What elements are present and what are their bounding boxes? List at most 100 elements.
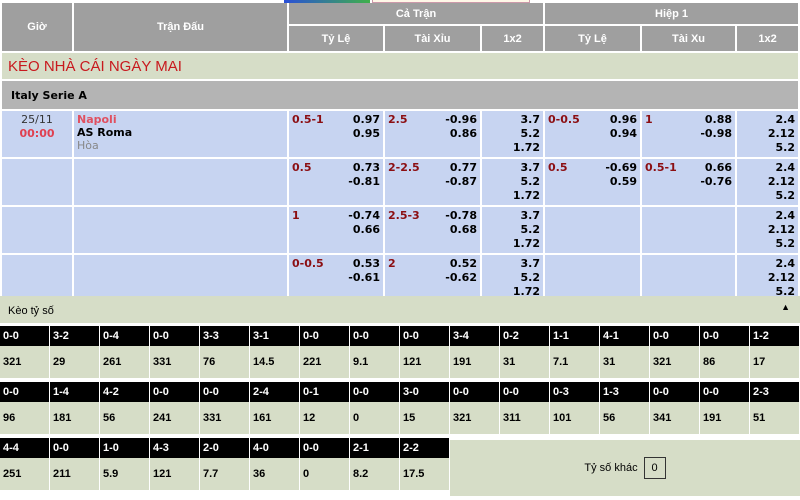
ft-1x2-cell[interactable]: 3.7 5.2 1.72 [482, 159, 544, 205]
ft-hdp-odds-away[interactable]: -0.61 [348, 271, 380, 284]
match-teams[interactable]: Napoli AS Roma Hòa [74, 111, 287, 157]
score-odds[interactable]: 191 [450, 346, 500, 378]
ht-1x2-cell[interactable]: 2.4 2.12 5.2 [737, 159, 799, 205]
ht-hdp-cell[interactable] [545, 255, 641, 301]
score-odds[interactable]: 121 [150, 458, 200, 490]
ht-hdp-odds-away[interactable]: 0.59 [609, 175, 638, 188]
ft-ou-odds-away[interactable]: 0.68 [449, 223, 477, 236]
ht-hdp-odds-home[interactable]: -0.69 [605, 161, 638, 174]
ft-hdp-cell[interactable]: 0.5-1 0.97 0.95 [289, 111, 383, 157]
score-odds[interactable]: 321 [650, 346, 700, 378]
score-odds[interactable]: 17 [750, 346, 800, 378]
score-odds[interactable]: 7.1 [550, 346, 600, 378]
score-odds[interactable]: 0 [350, 402, 400, 434]
ht-ou-cell[interactable] [642, 255, 736, 301]
ft-ou-odds-home[interactable]: 0.77 [449, 161, 477, 174]
triangle-up-icon[interactable]: ▲ [781, 302, 790, 312]
ft-1x2-cell[interactable]: 3.7 5.2 1.72 [482, 111, 544, 157]
ht-ou-odds-away[interactable]: -0.76 [700, 175, 733, 188]
ft-ou-cell[interactable]: 2.5-3 -0.78 0.68 [385, 207, 480, 253]
ft-ou-cell[interactable]: 2.5 -0.96 0.86 [385, 111, 480, 157]
score-odds[interactable]: 181 [50, 402, 100, 434]
score-odds[interactable]: 12 [300, 402, 350, 434]
score-odds[interactable]: 15 [400, 402, 450, 434]
ht-1x2-odds[interactable]: 2.12 [767, 223, 796, 236]
league-name[interactable]: Italy Serie A [2, 81, 799, 109]
score-odds[interactable]: 241 [150, 402, 200, 434]
ht-1x2-odds[interactable]: 5.2 [775, 285, 796, 298]
score-odds[interactable]: 191 [700, 402, 750, 434]
ht-1x2-odds[interactable]: 5.2 [775, 237, 796, 250]
ht-1x2-cell[interactable]: 2.4 2.12 5.2 [737, 111, 799, 157]
ft-1x2-cell[interactable]: 3.7 5.2 1.72 [482, 255, 544, 301]
score-odds[interactable]: 7.7 [200, 458, 250, 490]
ht-ou-odds-home[interactable]: 0.66 [704, 161, 733, 174]
score-odds[interactable]: 31 [600, 346, 650, 378]
score-odds[interactable]: 221 [300, 346, 350, 378]
ht-ou-odds-home[interactable]: 0.88 [704, 113, 733, 126]
ft-hdp-odds-away[interactable]: -0.81 [348, 175, 380, 188]
ft-1x2-odds[interactable]: 5.2 [520, 223, 541, 236]
score-odds[interactable]: 9.1 [350, 346, 400, 378]
ht-hdp-odds-away[interactable]: 0.94 [609, 127, 638, 140]
score-odds[interactable]: 121 [400, 346, 450, 378]
ht-1x2-odds[interactable]: 2.4 [775, 113, 796, 126]
ht-1x2-odds[interactable]: 5.2 [775, 189, 796, 202]
ft-1x2-odds[interactable]: 5.2 [520, 127, 541, 140]
score-odds[interactable]: 0 [300, 458, 350, 490]
ft-1x2-odds[interactable]: 1.72 [512, 237, 541, 250]
ft-ou-odds-away[interactable]: -0.62 [445, 271, 477, 284]
score-odds[interactable]: 161 [250, 402, 300, 434]
ft-ou-odds-home[interactable]: -0.96 [445, 113, 477, 126]
ft-hdp-cell[interactable]: 0.5 0.73 -0.81 [289, 159, 383, 205]
correct-score-header[interactable]: Kèo tỷ số ▲ [0, 296, 800, 323]
score-odds[interactable]: 321 [0, 346, 50, 378]
ft-ou-odds-away[interactable]: 0.86 [449, 127, 477, 140]
other-score-value[interactable]: 0 [643, 457, 666, 479]
ft-hdp-odds-away[interactable]: 0.95 [352, 127, 380, 140]
ft-ou-cell[interactable]: 2 0.52 -0.62 [385, 255, 480, 301]
ht-1x2-cell[interactable]: 2.4 2.12 5.2 [737, 255, 799, 301]
score-odds[interactable]: 251 [0, 458, 50, 490]
score-odds[interactable]: 5.9 [100, 458, 150, 490]
ft-hdp-cell[interactable]: 0-0.5 0.53 -0.61 [289, 255, 383, 301]
ft-1x2-odds[interactable]: 1.72 [512, 141, 541, 154]
score-odds[interactable]: 51 [750, 402, 800, 434]
ht-1x2-cell[interactable]: 2.4 2.12 5.2 [737, 207, 799, 253]
ft-1x2-odds[interactable]: 1.72 [512, 189, 541, 202]
ft-1x2-odds[interactable]: 3.7 [520, 161, 541, 174]
ht-1x2-odds[interactable]: 5.2 [775, 141, 796, 154]
score-odds[interactable]: 29 [50, 346, 100, 378]
ft-hdp-odds-away[interactable]: 0.66 [352, 223, 380, 236]
ft-ou-odds-home[interactable]: -0.78 [445, 209, 477, 222]
ht-1x2-odds[interactable]: 2.12 [767, 271, 796, 284]
score-odds[interactable]: 331 [200, 402, 250, 434]
ft-hdp-odds-home[interactable]: 0.97 [352, 113, 380, 126]
ft-ou-odds-away[interactable]: -0.87 [445, 175, 477, 188]
ht-ou-cell[interactable]: 1 0.88 -0.98 [642, 111, 736, 157]
ft-1x2-odds[interactable]: 3.7 [520, 209, 541, 222]
ht-1x2-odds[interactable]: 2.4 [775, 161, 796, 174]
ht-ou-cell[interactable]: 0.5-1 0.66 -0.76 [642, 159, 736, 205]
score-odds[interactable]: 311 [500, 402, 550, 434]
ht-1x2-odds[interactable]: 2.4 [775, 209, 796, 222]
ft-hdp-odds-home[interactable]: 0.73 [352, 161, 380, 174]
score-odds[interactable]: 331 [150, 346, 200, 378]
ft-1x2-odds[interactable]: 3.7 [520, 113, 541, 126]
score-odds[interactable]: 8.2 [350, 458, 400, 490]
ht-hdp-cell[interactable]: 0.5 -0.69 0.59 [545, 159, 641, 205]
ft-hdp-odds-home[interactable]: 0.53 [352, 257, 380, 270]
score-odds[interactable]: 211 [50, 458, 100, 490]
ht-ou-odds-away[interactable]: -0.98 [700, 127, 733, 140]
score-odds[interactable]: 101 [550, 402, 600, 434]
score-odds[interactable]: 14.5 [250, 346, 300, 378]
ht-hdp-cell[interactable] [545, 207, 641, 253]
ht-1x2-odds[interactable]: 2.12 [767, 175, 796, 188]
ft-hdp-cell[interactable]: 1 -0.74 0.66 [289, 207, 383, 253]
ft-1x2-odds[interactable]: 3.7 [520, 257, 541, 270]
ft-1x2-odds[interactable]: 1.72 [512, 285, 541, 298]
score-odds[interactable]: 17.5 [400, 458, 450, 490]
ht-1x2-odds[interactable]: 2.12 [767, 127, 796, 140]
ht-1x2-odds[interactable]: 2.4 [775, 257, 796, 270]
score-odds[interactable]: 56 [600, 402, 650, 434]
